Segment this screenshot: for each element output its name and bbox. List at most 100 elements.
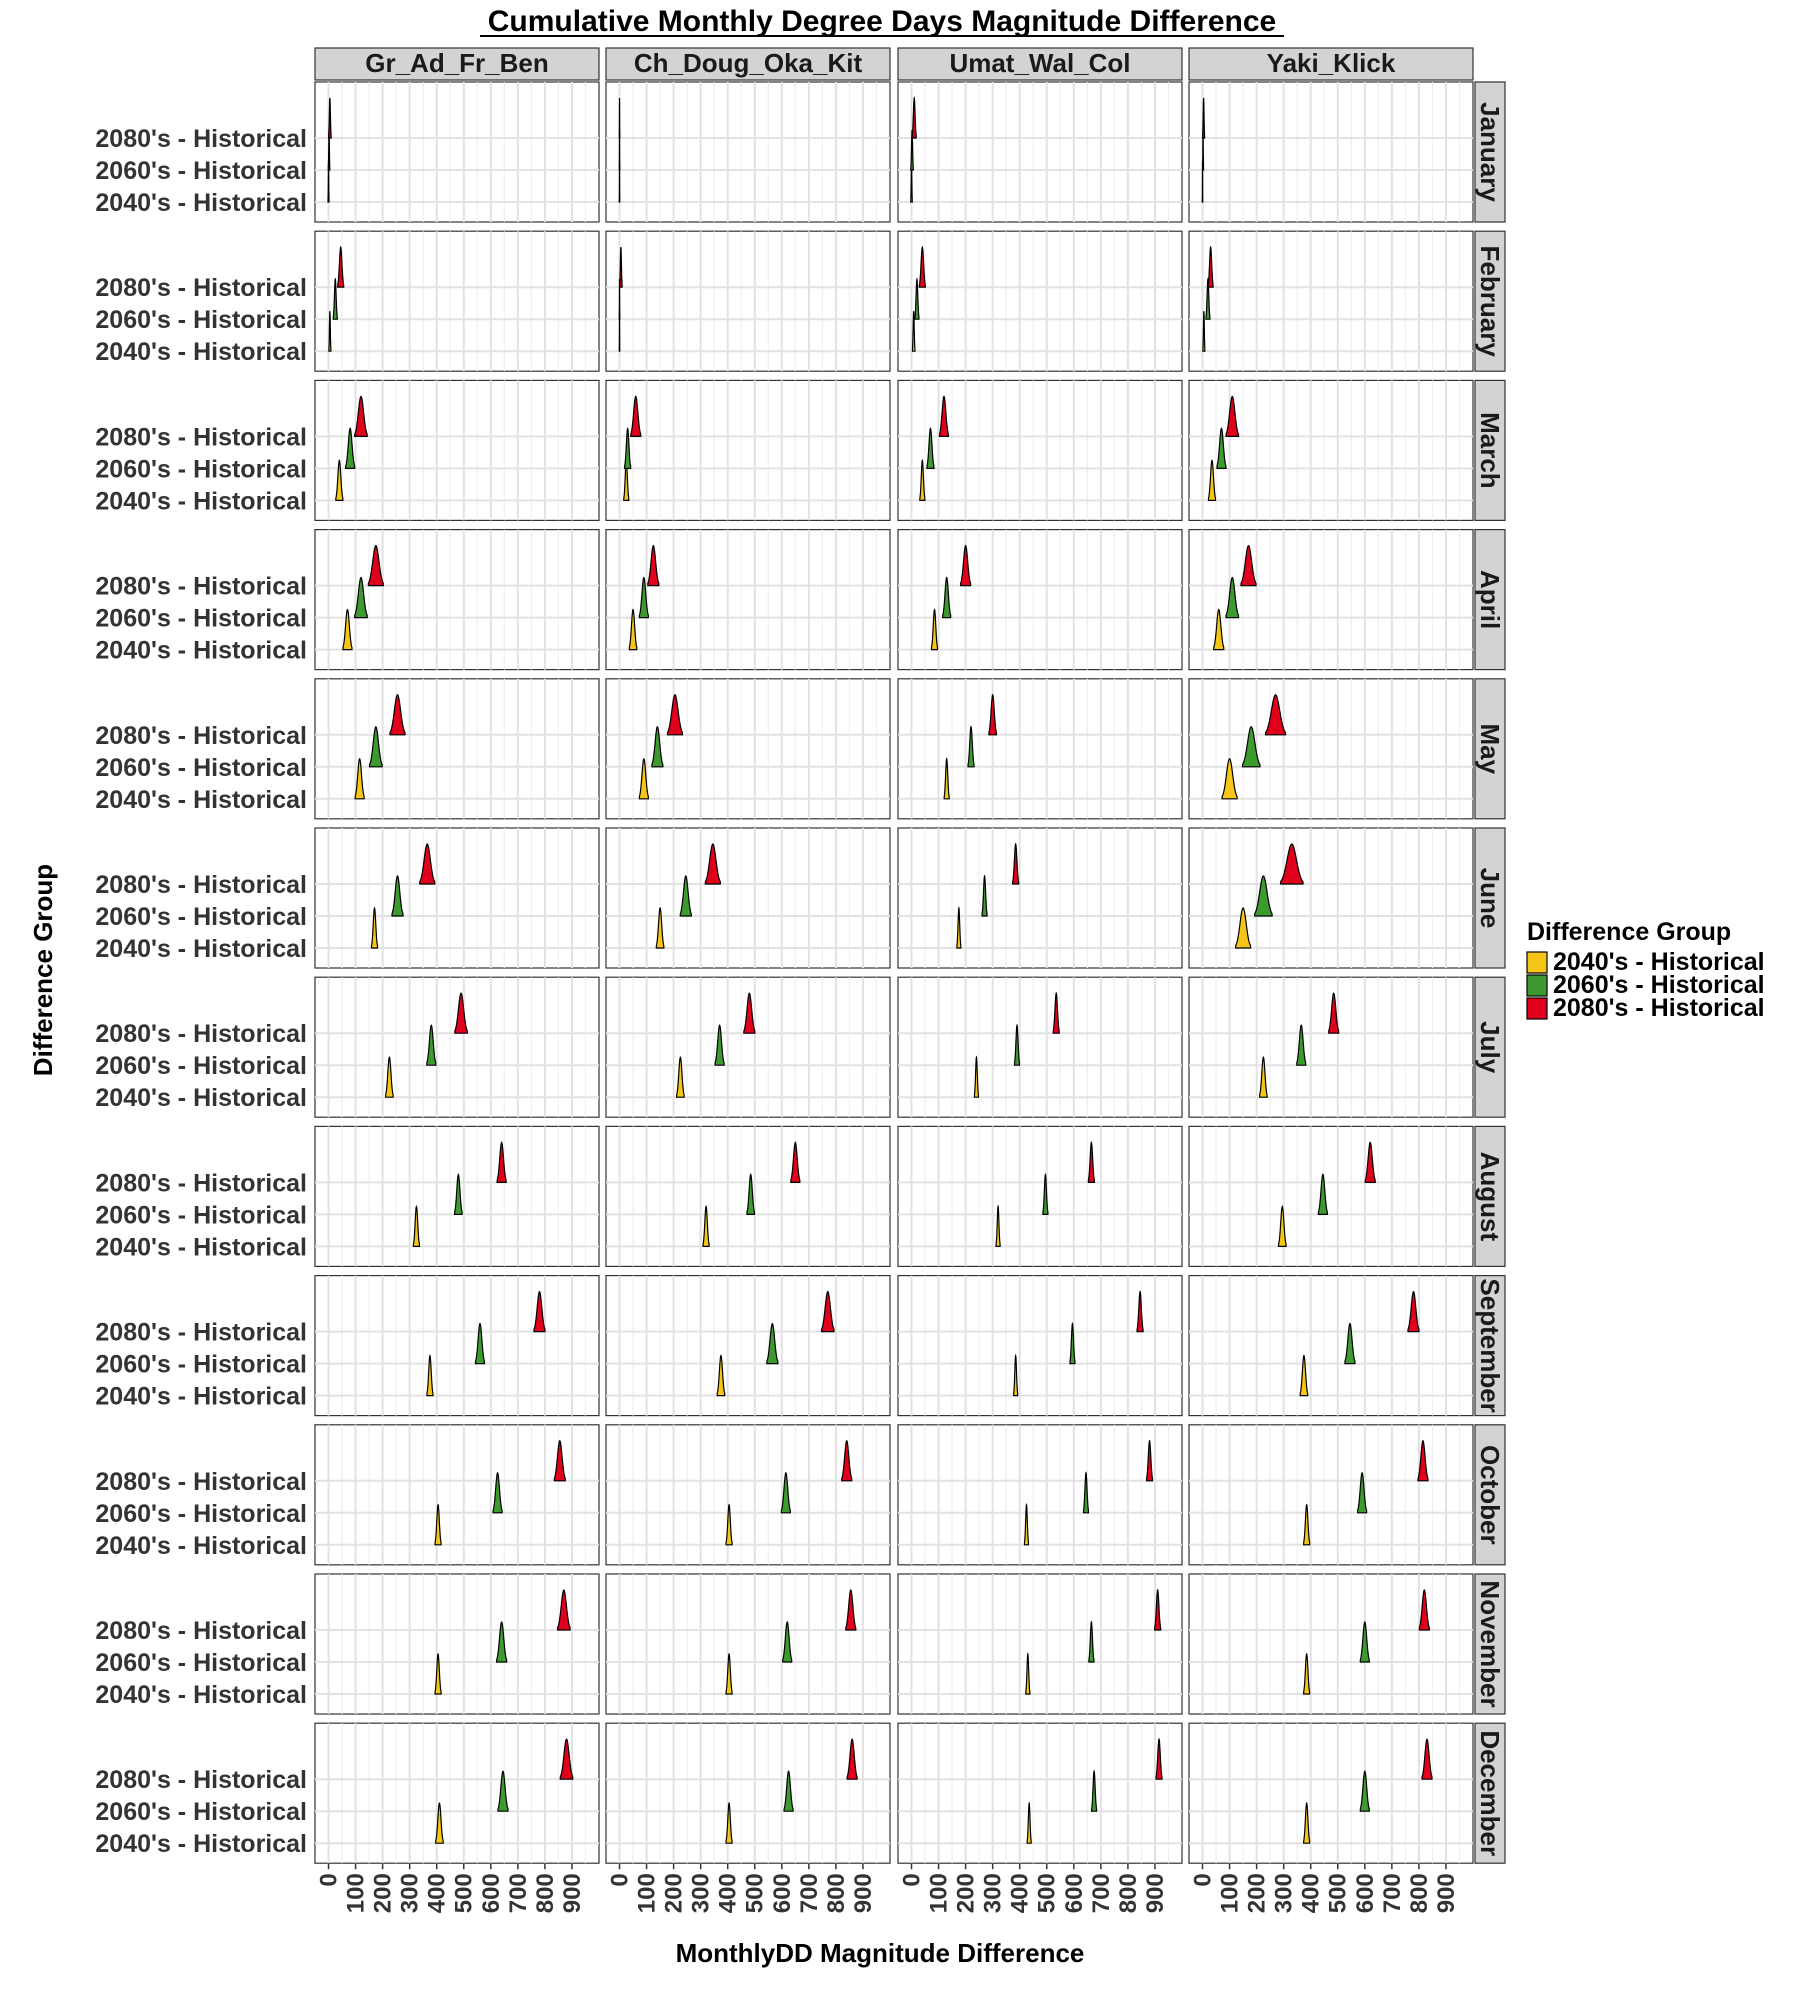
density-2060 [714,1024,725,1066]
x-tick-label: 100 [634,1873,661,1913]
density-2080 [845,1589,857,1631]
density-2080 [619,247,623,288]
y-tick-label: 2080's - Historical [95,423,307,451]
y-tick-label: 2060's - Historical [95,1500,307,1528]
density-2040 [328,311,332,352]
density-2040 [385,1056,394,1098]
panel-r8-c3 [897,1125,1183,1268]
panel-r6-c2 [605,827,891,969]
panel-background [605,1722,891,1864]
density-2040 [335,459,344,501]
x-tick-label: 600 [769,1873,796,1913]
y-tick-label: 2040's - Historical [95,338,307,366]
panel-background [605,827,891,969]
density-2080 [557,1589,571,1631]
density-2060 [1359,1770,1370,1812]
density-2060 [1082,1471,1090,1514]
x-tick-label: 600 [1061,1873,1088,1913]
density-2040 [973,1055,980,1098]
legend-title: Difference Group [1527,918,1731,946]
y-tick-label: 2080's - Historical [95,1319,307,1347]
x-tick-label: 100 [926,1873,953,1913]
row-strip-2 [1474,230,1506,372]
y-axis-title: Difference Group [28,864,58,1076]
density-2080 [630,395,642,437]
x-axis-title: MonthlyDD Magnitude Difference [676,1938,1085,1968]
panel-background [314,1274,600,1417]
y-tick-label: 2080's - Historical [95,573,307,601]
density-2060 [332,277,338,320]
density-2080 [328,97,332,139]
x-tick-label: 0 [607,1873,634,1886]
density-2060 [914,277,920,320]
row-strip-4 [1474,528,1506,671]
panel-background [314,1424,600,1566]
density-2060 [638,576,649,619]
row-strip-label-6: June [1475,868,1505,929]
x-tick-label: 0 [316,1873,343,1886]
density-2080 [1421,1738,1433,1780]
density-2060 [1091,1769,1098,1812]
density-2060 [391,875,404,917]
density-2060 [783,1770,794,1812]
density-2080 [559,1738,574,1780]
x-tick-label: 800 [1406,1873,1433,1913]
y-tick-label: 2040's - Historical [95,1681,307,1709]
panel-background [897,827,1183,969]
density-2040 [1303,1503,1311,1546]
y-tick-label: 2040's - Historical [95,786,307,814]
density-2060 [679,875,692,917]
y-tick-label: 2080's - Historical [95,871,307,899]
density-2060 [1344,1322,1356,1365]
y-tick-label: 2060's - Historical [95,455,307,483]
col-strip-label-3: Umat_Wal_Col [949,48,1130,78]
panel-r12-c4 [1188,1722,1474,1864]
density-2080 [918,245,926,288]
row-strip-8 [1474,1125,1506,1268]
density-2060 [1296,1024,1307,1066]
chart-title: Cumulative Monthly Degree Days Magnitude… [488,5,1277,38]
panel-r2-c3 [897,230,1183,372]
col-strip-label-2: Ch_Doug_Oka_Kit [634,48,863,78]
density-2060 [369,725,383,768]
density-2080 [790,1141,801,1183]
density-2080 [1225,395,1240,437]
density-2040 [1277,1205,1287,1247]
density-2040 [1259,1056,1268,1098]
y-tick-label: 2040's - Historical [95,637,307,665]
row-strip-label-9: September [1475,1278,1505,1412]
panel-background [1188,528,1474,671]
panel-r12-c3 [897,1722,1183,1864]
legend-label: 2080's - Historical [1553,994,1765,1022]
row-strip-label-3: March [1475,412,1505,489]
density-2040 [716,1354,726,1397]
panel-r8-c1 [314,1125,600,1268]
density-2040 [426,1354,434,1397]
density-2060 [1317,1173,1328,1215]
density-2040 [434,1652,442,1695]
x-tick-label: 200 [370,1873,397,1913]
density-2060 [497,1770,509,1812]
y-tick-label: 2080's - Historical [95,1169,307,1197]
y-tick-label: 2060's - Historical [95,605,307,633]
panel-r12-c2 [605,1722,891,1864]
row-strip-label-5: May [1475,724,1505,775]
y-tick-label: 2040's - Historical [95,1084,307,1112]
x-tick-label: 600 [1352,1873,1379,1913]
x-tick-label: 800 [532,1873,559,1913]
row-strip-6 [1474,827,1506,969]
density-2040 [702,1205,710,1247]
panel-r5-c1 [314,678,600,820]
panel-r11-c4 [1188,1573,1474,1715]
density-2080 [419,843,436,885]
density-2060 [782,1621,793,1663]
panel-r8-c2 [605,1125,891,1268]
row-strip-9 [1474,1274,1506,1417]
density-2060 [624,427,632,469]
density-2040 [943,757,950,800]
panel-background [314,1722,600,1864]
density-2060 [1241,726,1261,768]
panel-background [314,230,600,372]
panel-background [897,1722,1183,1864]
panel-background [897,81,1183,223]
